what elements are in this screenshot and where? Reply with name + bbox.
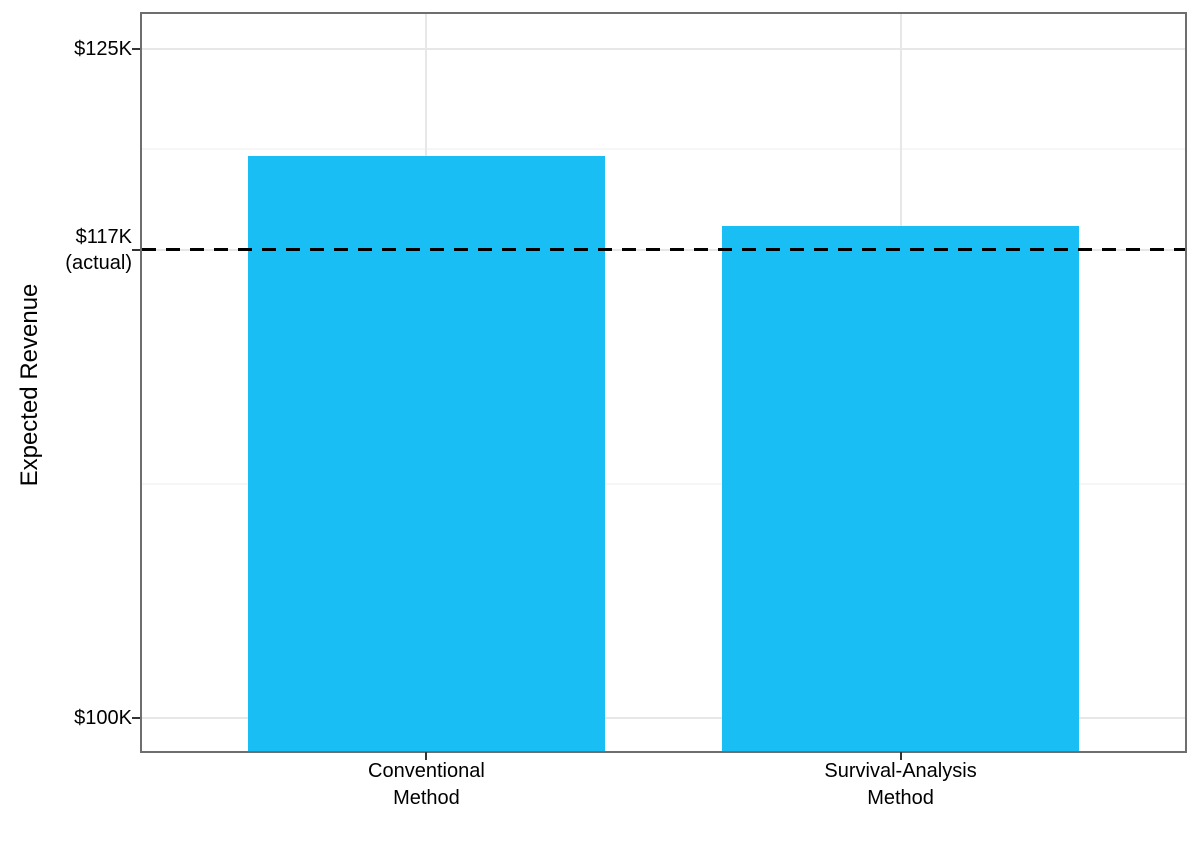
x-category-label-conventional-method: Conventional Method [368, 760, 485, 809]
y-tick-label: $125K [74, 38, 132, 61]
y-tick-label: $117K (actual) [65, 225, 132, 274]
x-category-label-survival-analysis-method: Survival-Analysis Method [824, 760, 977, 809]
minor-gridline-y [142, 148, 1185, 151]
bar-conventional-method [248, 156, 605, 751]
x-tick-mark [425, 752, 428, 760]
y-axis-title: Expected Revenue [16, 283, 43, 487]
y-tick-mark [132, 48, 140, 51]
x-tick-mark [899, 752, 902, 760]
y-tick-mark [132, 717, 140, 720]
major-gridline-y [142, 717, 1185, 720]
y-tick-label: $100K [74, 707, 132, 730]
y-tick-mark [132, 248, 140, 251]
major-gridline-y [142, 48, 1185, 51]
reference-dashed-line [142, 248, 1185, 252]
bar-survival-analysis-method [722, 225, 1079, 751]
minor-gridline-y [142, 482, 1185, 485]
